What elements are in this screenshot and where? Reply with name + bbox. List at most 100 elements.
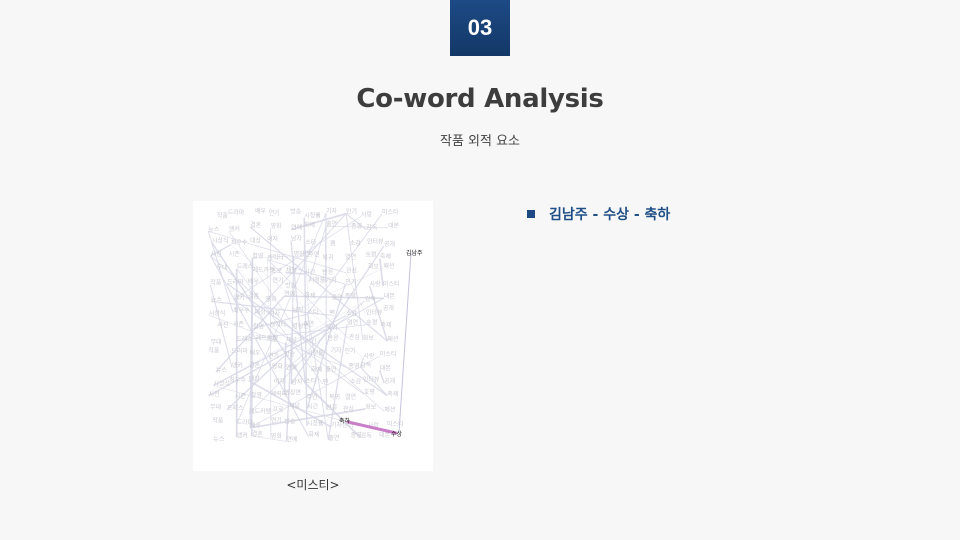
figure-caption: <미스티> [286, 478, 340, 492]
background-node-label: 앵커 [229, 225, 240, 233]
background-node-label: 반응 [322, 268, 334, 276]
background-edge [368, 285, 389, 342]
background-edge [249, 226, 388, 342]
background-node-label: 소감 [350, 240, 362, 247]
background-node-label: 연기 [271, 416, 282, 424]
background-node-label: 화제 [309, 431, 320, 439]
background-edge [213, 385, 368, 428]
background-node-label: 미스티 [380, 350, 397, 358]
background-edge [207, 231, 234, 313]
background-edge [290, 212, 347, 231]
background-node-label: 출연 [332, 293, 343, 301]
background-node-label: 작품 [212, 417, 224, 424]
background-node-label: 축제 [380, 253, 391, 261]
background-edge [249, 258, 254, 428]
background-node-label: 패션 [383, 262, 394, 270]
background-node-label: 배우 [255, 207, 267, 215]
background-edges [207, 212, 389, 442]
background-node-label: 스타 [308, 308, 320, 316]
background-edge [208, 314, 349, 369]
background-node-label: 기자 [326, 276, 338, 284]
background-edge [327, 324, 348, 441]
background-node-label: 연예 [286, 364, 297, 372]
highlighted-path: 김남주 축하 수상 [339, 249, 423, 438]
background-node-label: 무대 [217, 263, 228, 271]
background-node-label: 대본 [388, 222, 400, 230]
background-edge [209, 284, 233, 368]
background-edge [248, 354, 308, 414]
section-number-badge: 03 [450, 0, 510, 56]
background-node-label: 화제 [304, 292, 315, 300]
background-edge [215, 295, 285, 373]
background-node-label: 축제 [381, 321, 392, 329]
background-node-label: 종영 [345, 292, 356, 300]
background-node-label: 팬 [329, 309, 335, 317]
background-node-label: 방송 [284, 350, 296, 358]
background-node-label: 여자 [269, 310, 281, 318]
background-node-label: 대본 [380, 364, 392, 372]
background-node-label: 연예 [287, 435, 298, 443]
background-node-label: 남자 [291, 378, 303, 386]
background-node-label: 감독 [360, 362, 372, 369]
background-node-label: 사진 [211, 250, 222, 258]
background-edge [254, 213, 347, 315]
background-edge [208, 329, 327, 397]
background-node-label: 최우수 [233, 307, 250, 315]
background-edge [285, 271, 305, 275]
background-node-label: 뉴스 [213, 436, 225, 443]
background-node-label: 촬영 [251, 391, 262, 399]
background-node-label: 미스티 [383, 280, 400, 288]
background-node-label: 무대 [211, 338, 222, 346]
background-edge [210, 255, 309, 437]
background-node-label: 미스티 [387, 420, 404, 428]
background-node-label: 시간 [304, 268, 316, 276]
background-node-label: 무대 [210, 403, 221, 411]
background-node-label: 화보 [363, 335, 375, 342]
background-node-label: 앵커 [237, 432, 248, 440]
background-node-label: 시즌 [235, 393, 247, 400]
background-node-label: 영화 [272, 363, 284, 371]
background-node-label: 기자 [326, 207, 338, 215]
background-edge [233, 215, 362, 300]
background-node-label: 캐릭터 [271, 390, 288, 398]
background-edge [252, 255, 294, 259]
background-edge [304, 244, 312, 372]
background-node-label: 스타 [305, 377, 317, 385]
background-node-label: 프로 [271, 268, 283, 275]
background-node-label: 대본 [384, 292, 396, 300]
background-node-label: 복귀 [329, 393, 340, 401]
background-edge [292, 267, 384, 313]
background-edge [226, 355, 285, 411]
background-node-label: 채널 [286, 267, 297, 275]
background-node-label: 화보 [368, 264, 380, 271]
background-node-label: 연기 [272, 277, 283, 285]
background-edge [208, 230, 347, 274]
background-node-label: 공개 [383, 304, 394, 312]
background-node-label: 대상 [249, 375, 261, 383]
background-node-label: 연기 [268, 352, 279, 360]
background-node-label: 캐릭터 [270, 320, 287, 328]
background-node-label: 배우 [250, 349, 262, 357]
background-node-label: 시간 [307, 403, 319, 411]
background-edge [359, 366, 388, 397]
background-node-label: 시상식 [209, 309, 226, 317]
background-node-label: 열연 [347, 319, 358, 327]
background-node-label: 채널 [286, 336, 297, 344]
background-edge [213, 315, 347, 387]
background-node-label: 열연 [345, 253, 356, 261]
background-edge [379, 369, 385, 384]
background-node-label: 방송 [285, 282, 297, 290]
background-edge [236, 324, 367, 342]
background-node-label: 공개 [384, 240, 395, 248]
background-node-label: 인기 [345, 278, 356, 286]
background-node-label: 호평 [365, 251, 376, 259]
background-node-label: 레드카펫 [256, 334, 279, 342]
background-edge [308, 226, 327, 283]
background-node-label: 남자 [292, 306, 304, 314]
background-node-label: 복귀 [322, 254, 333, 262]
background-node-label: 감독 [366, 225, 378, 232]
page-title: Co-word Analysis [356, 84, 604, 114]
background-node-label: 배우 [250, 422, 262, 430]
background-node-label: 명장면 [294, 250, 311, 258]
